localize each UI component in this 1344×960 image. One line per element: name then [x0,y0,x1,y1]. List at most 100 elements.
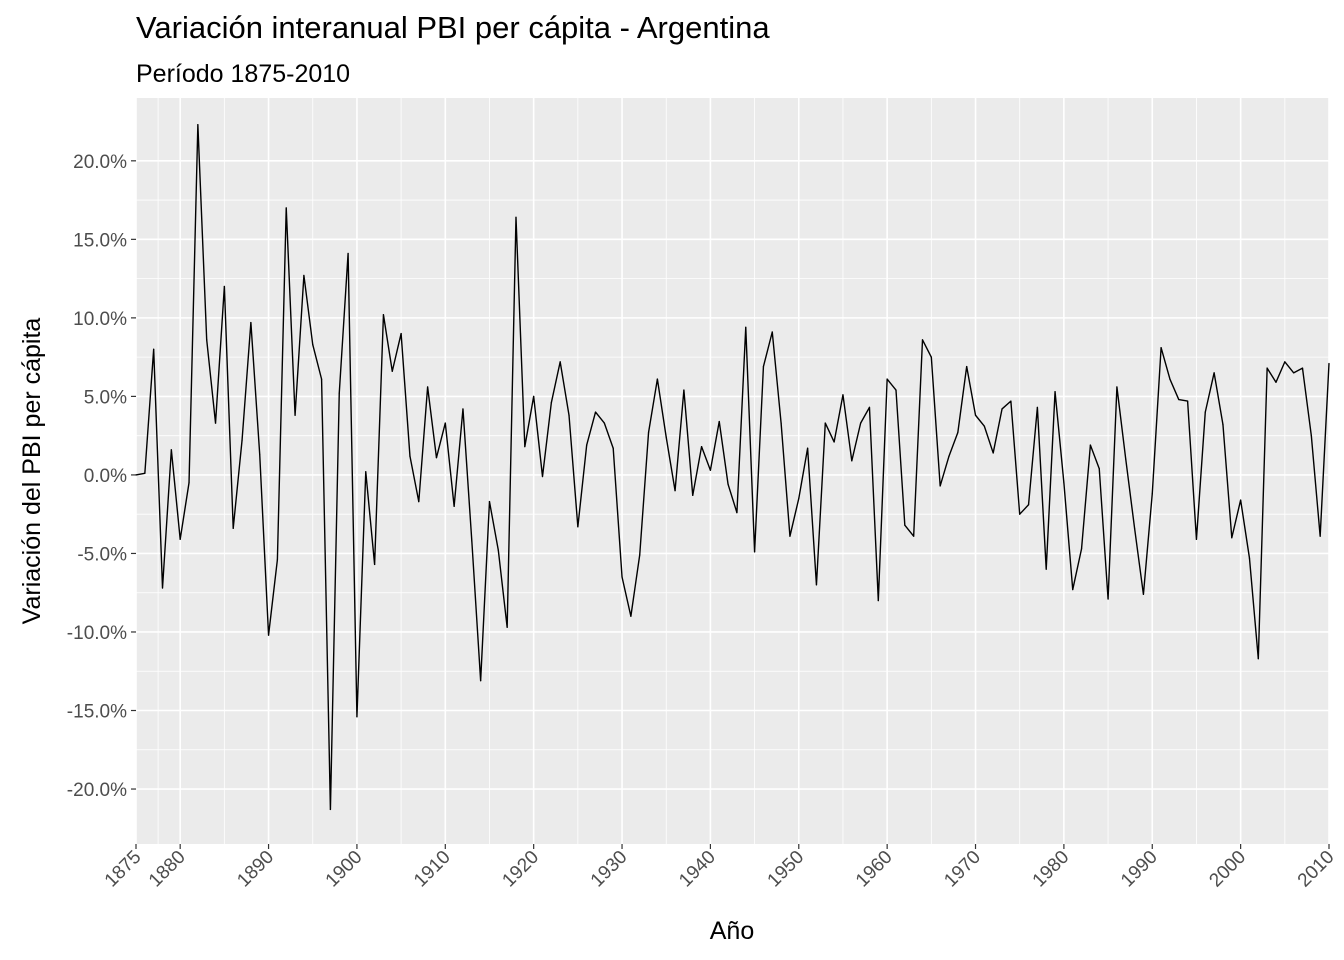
data-point [948,455,950,457]
data-point [877,599,879,602]
data-point [1257,658,1259,660]
data-point [1125,458,1127,460]
data-point [1204,411,1206,413]
data-point [683,389,685,391]
data-point [807,447,809,449]
data-point [1010,400,1012,402]
data-point [1195,538,1198,540]
plot-panel [136,98,1329,844]
data-point [427,386,429,388]
data-point [1178,398,1180,401]
data-point [1266,367,1268,369]
data-point [1169,378,1171,380]
data-point [1301,367,1304,369]
data-point [1319,535,1321,537]
data-point [700,446,703,448]
x-tick-label: 1950 [764,847,809,892]
data-point [1231,537,1233,539]
data-point [568,414,570,416]
data-point [1027,504,1030,506]
data-point [789,535,791,537]
data-point [1151,493,1153,495]
x-tick-label: 2010 [1294,847,1339,892]
data-point [1089,444,1091,446]
data-point [1045,568,1047,570]
x-axis-title: Año [710,917,754,945]
y-tick-label: -5.0% [77,544,127,565]
data-point [647,431,650,434]
data-point [1293,372,1295,374]
data-point [329,808,332,811]
data-point [824,422,826,424]
data-point [400,332,402,335]
data-point [992,452,994,454]
data-point [444,422,446,424]
x-tick-label: 1990 [1117,847,1162,892]
data-point [1116,386,1118,388]
data-point [621,576,623,578]
data-point [506,626,508,628]
data-point [285,207,287,209]
data-point [753,551,756,553]
data-point [1107,598,1109,600]
y-tick-label: -20.0% [67,780,127,801]
data-point [860,422,862,424]
y-tick-label: 10.0% [73,309,127,330]
data-point [842,394,844,396]
data-point [135,474,137,476]
data-point [815,584,818,586]
data-point [1001,408,1003,410]
data-point [497,549,499,551]
grid-minor [136,98,1329,844]
data-point [1160,347,1162,349]
data-point [665,436,667,438]
data-point [833,441,835,443]
x-tick-label: 1880 [145,847,190,892]
data-point [559,361,561,363]
data-point [798,497,800,500]
data-point [1063,482,1065,484]
data-point [895,389,897,391]
data-point [1072,588,1074,591]
data-point [762,365,765,368]
x-tick-label: 1980 [1029,847,1074,892]
x-tick-label: 1930 [587,847,632,892]
data-point [206,339,208,341]
data-point [1187,400,1189,402]
data-point [939,485,941,487]
data-point [356,716,358,718]
data-point [453,505,455,507]
data-point [418,501,420,503]
y-tick-label: 5.0% [84,387,127,408]
data-point [1284,361,1286,363]
y-tick-label: 20.0% [73,152,127,173]
data-point [488,501,491,503]
data-point [709,469,712,471]
data-point [630,615,632,617]
data-point [533,395,535,397]
data-point [214,422,217,424]
data-point [144,472,146,474]
x-tick-label: 1960 [852,847,897,892]
data-point [197,124,199,126]
data-point [276,559,278,561]
data-point [391,370,393,372]
data-point [780,422,782,424]
data-point [1054,391,1056,393]
data-point [966,365,968,368]
x-tick-label: 2000 [1205,847,1250,892]
data-point [1142,593,1145,595]
data-point [259,453,261,456]
y-tick-label: -10.0% [67,623,127,644]
data-point [409,455,411,457]
y-tick-label: 15.0% [73,230,127,251]
data-points [135,124,1330,811]
data-point [1080,548,1083,550]
data-point [904,524,906,526]
data-point [639,554,641,556]
data-point [1310,435,1312,437]
data-point [223,285,225,288]
data-point [188,482,190,484]
data-point [541,475,544,478]
